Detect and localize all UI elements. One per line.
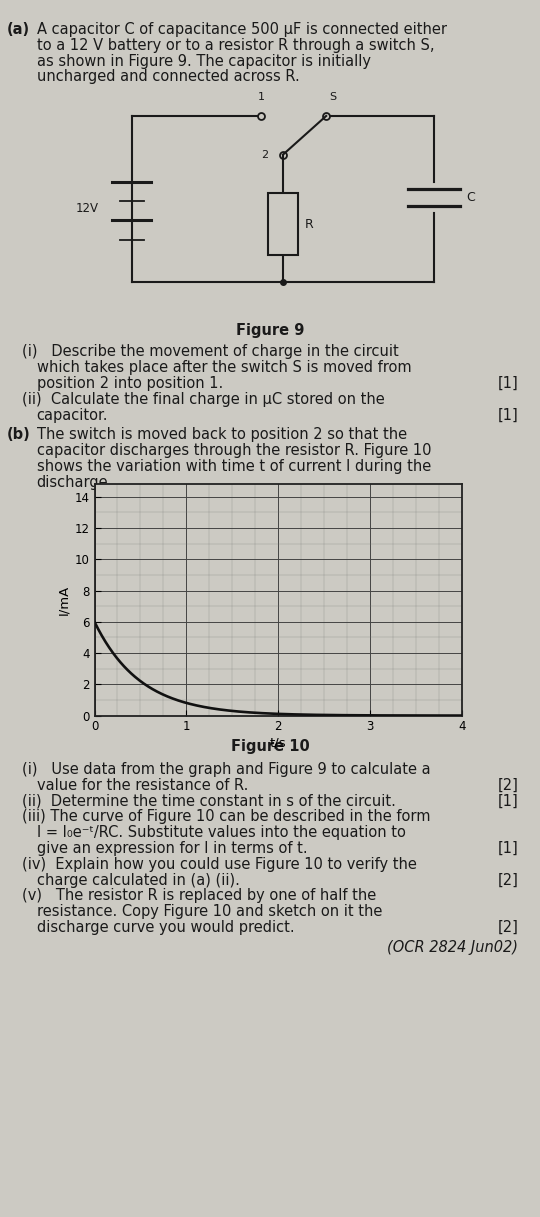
Text: S: S <box>329 92 336 102</box>
Text: uncharged and connected across R.: uncharged and connected across R. <box>37 69 300 84</box>
Text: discharge.: discharge. <box>37 475 113 489</box>
Text: [1]: [1] <box>498 408 518 422</box>
Text: 2: 2 <box>261 150 268 159</box>
Text: (i)   Describe the movement of charge in the circuit: (i) Describe the movement of charge in t… <box>22 344 399 359</box>
Text: Figure 10: Figure 10 <box>231 739 309 753</box>
Text: (ii)  Determine the time constant in s of the circuit.: (ii) Determine the time constant in s of… <box>22 793 395 808</box>
Text: to a 12 V battery or to a resistor R through a switch S,: to a 12 V battery or to a resistor R thr… <box>37 38 434 52</box>
Text: (iv)  Explain how you could use Figure 10 to verify the: (iv) Explain how you could use Figure 10… <box>22 857 416 871</box>
Text: C: C <box>467 191 475 203</box>
Text: R: R <box>305 218 313 231</box>
Text: charge calculated in (a) (ii).: charge calculated in (a) (ii). <box>37 873 240 887</box>
Text: 12V: 12V <box>76 202 99 215</box>
Text: (OCR 2824 Jun02): (OCR 2824 Jun02) <box>387 940 518 954</box>
Text: 1: 1 <box>258 92 265 102</box>
Text: [2]: [2] <box>497 920 518 935</box>
Text: [2]: [2] <box>497 873 518 887</box>
Text: Figure 9: Figure 9 <box>236 323 304 337</box>
Text: (ii)  Calculate the final charge in μC stored on the: (ii) Calculate the final charge in μC st… <box>22 392 384 406</box>
Text: [1]: [1] <box>498 841 518 856</box>
Text: (a): (a) <box>6 22 30 37</box>
Text: A capacitor C of capacitance 500 μF is connected either: A capacitor C of capacitance 500 μF is c… <box>37 22 447 37</box>
Text: shows the variation with time t of current I during the: shows the variation with time t of curre… <box>37 459 431 473</box>
X-axis label: t/s: t/s <box>270 736 286 750</box>
Text: [2]: [2] <box>497 778 518 792</box>
Text: as shown in Figure 9. The capacitor is initially: as shown in Figure 9. The capacitor is i… <box>37 54 371 68</box>
Text: capacitor discharges through the resistor R. Figure 10: capacitor discharges through the resisto… <box>37 443 431 458</box>
Text: (b): (b) <box>6 427 30 442</box>
Bar <box>268 194 298 256</box>
Text: discharge curve you would predict.: discharge curve you would predict. <box>37 920 294 935</box>
Text: [1]: [1] <box>498 793 518 808</box>
Text: which takes place after the switch S is moved from: which takes place after the switch S is … <box>37 360 411 375</box>
Text: (v)   The resistor R is replaced by one of half the: (v) The resistor R is replaced by one of… <box>22 888 376 903</box>
Text: (i)   Use data from the graph and Figure 9 to calculate a: (i) Use data from the graph and Figure 9… <box>22 762 430 776</box>
Text: The switch is moved back to position 2 so that the: The switch is moved back to position 2 s… <box>37 427 407 442</box>
Text: capacitor.: capacitor. <box>37 408 108 422</box>
Text: I = I₀e⁻ᵗ/RC. Substitute values into the equation to: I = I₀e⁻ᵗ/RC. Substitute values into the… <box>37 825 406 840</box>
Text: [1]: [1] <box>498 376 518 391</box>
Text: (iii) The curve of Figure 10 can be described in the form: (iii) The curve of Figure 10 can be desc… <box>22 809 430 824</box>
Text: give an expression for I in terms of t.: give an expression for I in terms of t. <box>37 841 307 856</box>
Text: position 2 into position 1.: position 2 into position 1. <box>37 376 223 391</box>
Y-axis label: I/mA: I/mA <box>57 585 71 615</box>
Text: resistance. Copy Figure 10 and sketch on it the: resistance. Copy Figure 10 and sketch on… <box>37 904 382 919</box>
Text: value for the resistance of R.: value for the resistance of R. <box>37 778 248 792</box>
